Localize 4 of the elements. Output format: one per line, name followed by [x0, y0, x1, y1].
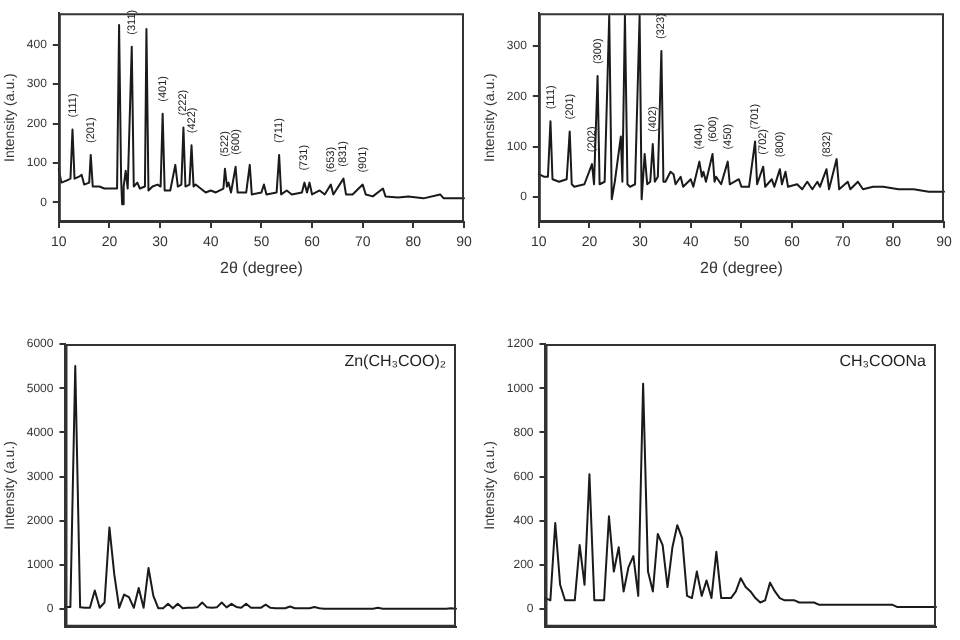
- x-axis-title: 2θ (degree): [700, 258, 784, 277]
- annotation: Zn(CH₃COO)₂: [344, 352, 446, 371]
- annotation: CH₃COONa: [839, 352, 928, 371]
- x-axis-title: 2θ (degree): [220, 258, 304, 277]
